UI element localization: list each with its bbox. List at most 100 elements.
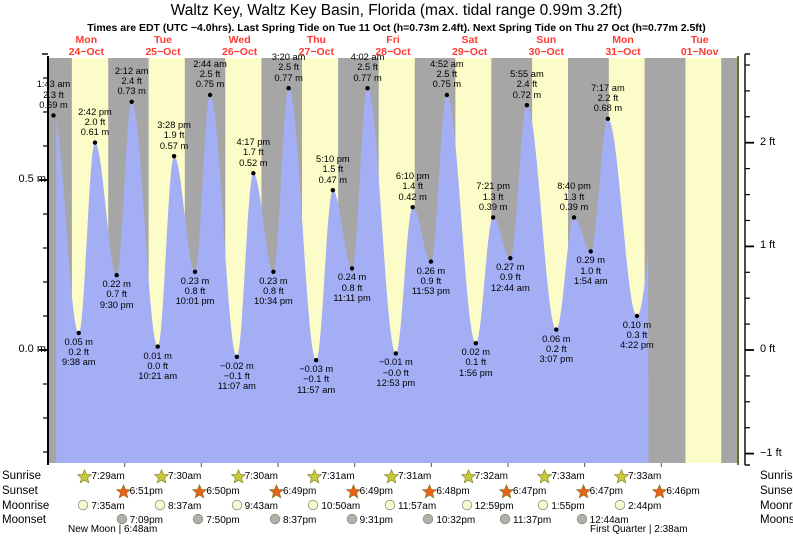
tide-label-line-1: 3:20 am	[271, 52, 306, 63]
tide-label-26: 0.06 m 0.2 ft 3:07 pm	[523, 334, 589, 365]
sunrise-icon-5	[384, 469, 399, 484]
sunrise-icon-2	[154, 469, 169, 484]
tide-point-marker-2	[76, 330, 81, 336]
tide-label-line-2: 1.9 ft	[163, 130, 185, 141]
y-axis-right-label-4: −1 ft	[760, 446, 782, 459]
moonrise-icon-3	[231, 499, 243, 511]
tide-label-line-3: 10:34 pm	[254, 296, 293, 307]
tide-point-marker-16	[349, 266, 355, 271]
day-header-weekday: Fri	[386, 34, 400, 46]
sunset-star-icon	[575, 484, 591, 499]
tide-label-line-2: 1.4 ft	[402, 181, 424, 192]
sunset-time-4: 6:49pm	[359, 486, 394, 497]
moonrise-icon-7	[537, 499, 549, 511]
y-axis-right-label-2: 1 ft	[760, 239, 776, 252]
tide-label-line-1: 4:02 am	[350, 52, 385, 63]
tide-label-28: 0.29 m 1.0 ft 1:54 am	[558, 255, 624, 286]
tide-label-line-1: −0.01 m	[378, 357, 413, 368]
tide-label-line-1: 2:44 am	[193, 59, 227, 69]
moonset-icon-4	[346, 513, 358, 525]
sunrise-time-1: 7:29am	[91, 471, 125, 482]
tide-label-19: 6:10 pm 1.4 ft 0.42 m	[380, 171, 446, 202]
tide-label-15: 5:10 pm 1.5 ft 0.47 m	[300, 154, 366, 185]
tide-point-marker-20	[428, 259, 434, 264]
sunset-time-5: 6:48pm	[436, 486, 470, 497]
sunrise-time-4: 7:31am	[321, 471, 355, 482]
day-header-5: Fri 28−Oct	[353, 34, 433, 58]
tide-label-line-2: 1.0 ft	[580, 265, 602, 276]
moonrise-time-2: 8:37am	[168, 501, 202, 512]
tide-label-29: 7:17 am 2.2 ft 0.68 m	[575, 83, 641, 114]
tide-label-8: 0.23 m 0.8 ft 10:01 pm	[162, 276, 228, 307]
tide-label-line-3: 10:01 pm	[175, 296, 215, 307]
tide-label-22: 0.02 m 0.1 ft 1:56 pm	[443, 347, 509, 378]
tide-label-18: −0.01 m −0.0 ft 12:53 pm	[363, 357, 429, 388]
tide-label-30: 0.10 m 0.3 ft 4:22 pm	[604, 320, 670, 351]
moonset-time-3: 8:37pm	[283, 515, 317, 526]
day-header-7: Sun 30−Oct	[506, 34, 586, 58]
tide-label-line-3: 10:21 am	[138, 371, 178, 381]
day-header-2: Tue 25−Oct	[123, 34, 203, 58]
day-header-date: 29−Oct	[451, 46, 488, 58]
y-axis-right-label-1: 2 ft	[760, 135, 776, 148]
row-label-right-moonrise: Moonrise	[760, 500, 793, 512]
tide-point-marker-14	[313, 358, 319, 363]
tide-label-line-1: 6:10 pm	[395, 171, 430, 182]
tide-label-line-3: 0.42 m	[398, 191, 427, 202]
tide-label-14: −0.03 m −0.1 ft 11:57 am	[283, 364, 349, 395]
tide-label-line-3: 0.47 m	[318, 174, 348, 185]
tide-label-line-1: 4:52 am	[430, 59, 464, 69]
tide-label-line-3: 0.39 m	[478, 201, 508, 212]
moonrise-icon-6	[461, 499, 473, 511]
sunset-icon-8	[652, 484, 668, 499]
tide-label-line-1: 1:43 am	[36, 79, 71, 90]
moonset-time-4: 9:31pm	[359, 515, 394, 526]
tide-point-marker-3	[92, 140, 98, 145]
sunrise-star-icon	[230, 469, 246, 484]
tide-label-line-2: 2.5 ft	[436, 69, 458, 80]
tide-label-12: 0.23 m 0.8 ft 10:34 pm	[240, 276, 306, 307]
moonset-icon-1	[116, 513, 128, 525]
day-header-8: Mon 31−Oct	[583, 34, 663, 58]
tide-label-line-2: 0.3 ft	[626, 330, 648, 341]
tide-label-23: 7:21 pm 1.3 ft 0.39 m	[460, 181, 526, 212]
day-header-date: 26−Oct	[221, 46, 258, 58]
tide-label-line-1: 0.06 m	[542, 333, 571, 344]
tide-label-line-3: 9:38 am	[61, 357, 96, 368]
day-header-date: 31−Oct	[605, 46, 641, 58]
tide-label-line-3: 0.77 m	[353, 72, 382, 83]
sunset-star-icon	[192, 484, 208, 499]
tide-label-line-1: 0.22 m	[102, 279, 131, 290]
moonrise-time-6: 12:59pm	[474, 501, 514, 512]
sunset-time-2: 6:50pm	[206, 486, 240, 497]
tide-label-line-2: 0.2 ft	[545, 343, 567, 354]
moonset-circle-icon	[269, 513, 281, 525]
sunset-star-icon	[345, 484, 361, 499]
tide-label-line-3: 1:54 am	[573, 275, 608, 286]
tide-label-line-3: 0.52 m	[239, 157, 268, 168]
tide-point-marker-5	[129, 99, 134, 105]
tide-label-4: 0.22 m 0.7 ft 9:30 pm	[84, 279, 150, 310]
tide-label-line-2: 0.2 ft	[68, 347, 90, 358]
tide-label-line-2: −0.0 ft	[382, 367, 409, 378]
moon-phase-new-moon: New Moon | 6:48am	[68, 524, 158, 535]
tide-label-line-2: 2.0 ft	[84, 116, 106, 127]
moonrise-circle-icon	[231, 499, 242, 511]
tide-label-2: 0.05 m 0.2 ft 9:38 am	[46, 337, 112, 368]
day-header-1: Mon 24−Oct	[46, 34, 126, 58]
tide-label-line-2: 1.3 ft	[482, 191, 504, 202]
tide-point-marker-22	[473, 341, 479, 346]
tide-label-line-2: 2.2 ft	[597, 93, 619, 103]
tide-label-line-3: 1:56 pm	[459, 367, 493, 378]
sunrise-star-icon	[154, 469, 169, 484]
moonset-time-1: 7:09pm	[129, 515, 164, 526]
row-label-left-moonrise: Moonrise	[2, 500, 50, 512]
day-header-weekday: Sat	[461, 34, 478, 46]
sunrise-time-8: 7:33am	[628, 471, 662, 482]
tide-point-marker-6	[155, 344, 160, 349]
tide-point-marker-18	[393, 351, 399, 356]
row-label-right-sunrise: Sunrise	[760, 470, 793, 482]
day-header-weekday: Sun	[536, 34, 557, 46]
tide-label-line-3: 0.69 m	[39, 99, 68, 110]
